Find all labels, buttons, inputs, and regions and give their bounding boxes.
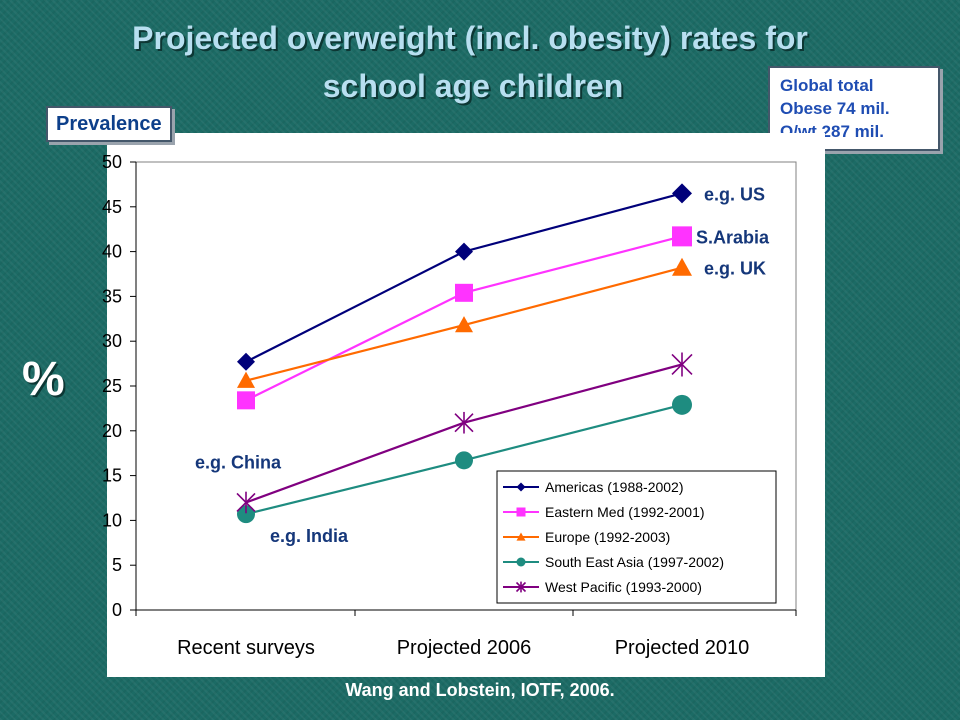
x-category-label: Projected 2006 bbox=[397, 637, 532, 659]
global-total-line-1: Global total bbox=[780, 76, 874, 95]
data-point bbox=[237, 371, 255, 388]
legend-item: South East Asia (1997-2002) bbox=[503, 554, 724, 570]
series-end-label: e.g. UK bbox=[704, 259, 766, 279]
legend-item: West Pacific (1993-2000) bbox=[503, 579, 702, 595]
legend-marker bbox=[516, 482, 526, 492]
series-end-label: e.g. US bbox=[704, 184, 765, 204]
data-point bbox=[672, 226, 692, 247]
series-start-label: e.g. India bbox=[270, 526, 349, 546]
title-line-1: Projected overweight (incl. obesity) rat… bbox=[132, 20, 808, 56]
legend-label: South East Asia (1997-2002) bbox=[545, 554, 724, 570]
data-point bbox=[455, 451, 473, 470]
legend-marker bbox=[516, 532, 526, 541]
legend-item: Eastern Med (1992-2001) bbox=[503, 504, 705, 520]
data-point bbox=[454, 411, 474, 434]
y-tick-label: 25 bbox=[102, 376, 122, 396]
y-tick-label: 50 bbox=[102, 152, 122, 172]
x-category-label: Recent surveys bbox=[177, 637, 315, 659]
y-tick-label: 30 bbox=[102, 331, 122, 351]
series-end-label: S.Arabia bbox=[696, 227, 770, 247]
axes: 0 5 10 15 20 25 30 35 40 45 50 Recent surveys Projec… bbox=[102, 152, 797, 659]
x-category-label: Projected 2010 bbox=[615, 637, 750, 659]
data-point bbox=[455, 242, 473, 261]
legend-marker bbox=[516, 507, 526, 517]
legend-item: Europe (1992-2003) bbox=[503, 529, 670, 545]
data-point bbox=[237, 391, 255, 410]
data-point bbox=[672, 394, 692, 415]
series-4 bbox=[236, 352, 693, 514]
series-0 bbox=[237, 183, 692, 371]
chart-title: Projected overweight (incl. obesity) rat… bbox=[40, 14, 900, 110]
title-line-2: school age children bbox=[322, 68, 624, 104]
legend-label: Eastern Med (1992-2001) bbox=[545, 504, 705, 520]
series-2 bbox=[237, 257, 692, 388]
data-point bbox=[237, 505, 255, 524]
y-tick-label: 5 bbox=[112, 555, 122, 575]
data-point bbox=[236, 491, 256, 514]
legend-label: West Pacific (1993-2000) bbox=[545, 579, 702, 595]
legend-marker bbox=[515, 581, 527, 593]
legend-label: Americas (1988-2002) bbox=[545, 479, 684, 495]
legend-label: Europe (1992-2003) bbox=[545, 529, 670, 545]
y-tick-label: 40 bbox=[102, 242, 122, 262]
series-start-label: e.g. China bbox=[195, 452, 282, 472]
data-point bbox=[455, 316, 473, 333]
annotations: e.g. US S.Arabia e.g. UK e.g. China e.g. Ind… bbox=[195, 184, 770, 546]
legend-box bbox=[496, 470, 777, 604]
y-tick-label: 10 bbox=[102, 510, 122, 530]
legend-item: Americas (1988-2002) bbox=[503, 479, 684, 495]
legend: Americas (1988-2002) Eastern Med (1992-20… bbox=[496, 470, 777, 604]
data-point bbox=[671, 352, 693, 377]
legend-marker bbox=[516, 557, 526, 567]
series-3 bbox=[237, 394, 692, 524]
series-layer bbox=[236, 183, 693, 524]
y-tick-label: 45 bbox=[102, 197, 122, 217]
data-point bbox=[237, 352, 255, 371]
source-citation: Wang and Lobstein, IOTF, 2006. bbox=[345, 680, 615, 700]
y-tick-label: 15 bbox=[102, 466, 122, 486]
y-tick-label: 35 bbox=[102, 286, 122, 306]
y-tick-label: 20 bbox=[102, 421, 122, 441]
percent-symbol: % bbox=[22, 353, 65, 406]
data-point bbox=[672, 183, 692, 204]
prevalence-label: Prevalence bbox=[46, 106, 172, 142]
global-total-line-2: Obese 74 mil. bbox=[780, 99, 890, 118]
data-point bbox=[455, 283, 473, 302]
global-total-box: Global total Obese 74 mil. O/wt 287 mil. bbox=[768, 66, 940, 151]
series-1 bbox=[237, 226, 692, 410]
data-point bbox=[672, 257, 692, 276]
y-tick-label: 0 bbox=[112, 600, 122, 620]
